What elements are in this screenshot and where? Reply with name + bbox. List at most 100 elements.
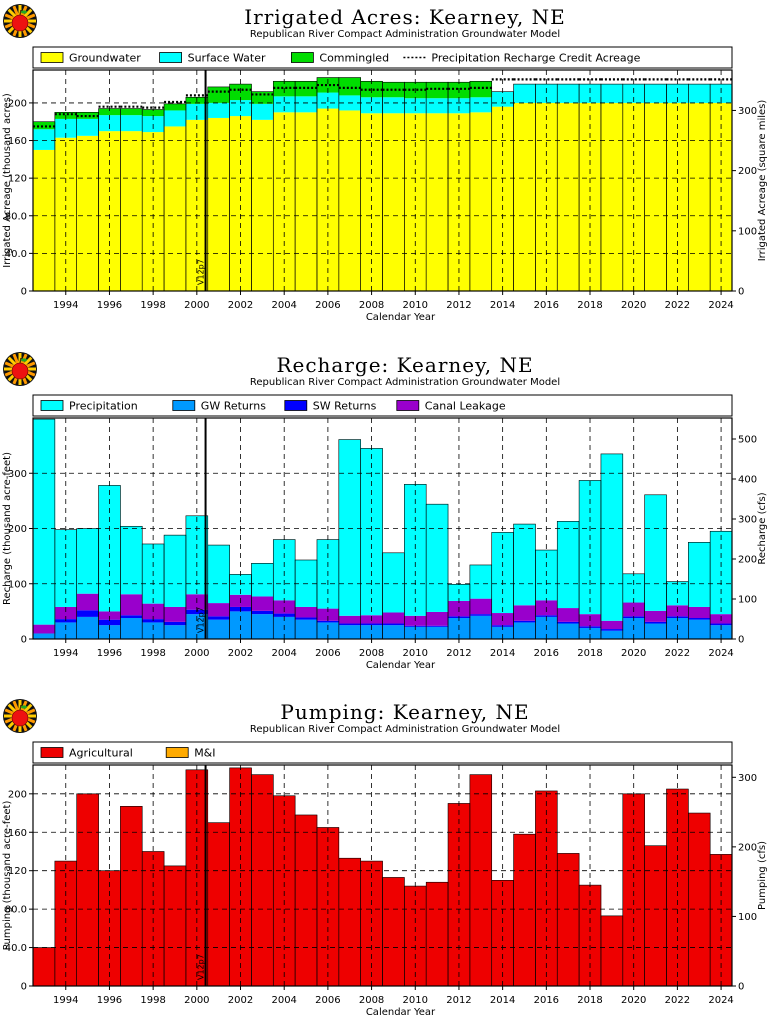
- x-axis-label: Calendar Year: [366, 660, 436, 671]
- x-tick-label: 1994: [53, 300, 78, 311]
- series-groundwater: [33, 102, 733, 292]
- legend-swatch: [172, 400, 196, 411]
- bar: [251, 563, 274, 597]
- bar: [33, 624, 56, 634]
- bar: [469, 614, 493, 616]
- bar: [710, 84, 733, 103]
- x-axis: 1994 1996 1998 2000 2002 2004 2006 2008 2010 2012…: [53, 986, 734, 1018]
- bar: [164, 625, 187, 639]
- bar: [557, 853, 580, 986]
- bar: [513, 605, 536, 621]
- x-tick-label: 2008: [359, 995, 384, 1006]
- bar: [185, 103, 209, 120]
- legend-entry: Groundwater: [69, 52, 141, 65]
- bar: [404, 484, 427, 616]
- plot-frame: [32, 764, 733, 987]
- bar: [207, 616, 230, 620]
- x-tick-label: 2006: [315, 300, 340, 311]
- bar: [120, 615, 143, 619]
- x-tick-label: 2000: [184, 300, 209, 311]
- x-tick-label: 1996: [97, 995, 122, 1006]
- x-tick-label: 2022: [665, 995, 690, 1006]
- bar: [338, 858, 361, 986]
- bar: [469, 615, 493, 639]
- y-tick-label: 100: [8, 579, 27, 590]
- bar: [469, 81, 493, 98]
- x-tick-label: 2018: [577, 300, 602, 311]
- bar: [600, 453, 624, 621]
- bar: [644, 845, 667, 986]
- bar: [54, 529, 77, 607]
- bar: [54, 622, 77, 639]
- bar: [360, 97, 383, 114]
- y2-tick-label: 100: [738, 594, 757, 605]
- legend-swatch: [40, 747, 64, 758]
- bar: [644, 610, 667, 622]
- bar: [295, 814, 318, 986]
- x-tick-label: 2008: [359, 300, 384, 311]
- x-tick-label: 2000: [184, 995, 209, 1006]
- legend-entry: GW Returns: [201, 400, 266, 413]
- bar: [142, 622, 165, 639]
- bar: [404, 626, 427, 639]
- bar: [404, 98, 427, 114]
- bar: [316, 827, 340, 986]
- bar: [251, 91, 274, 104]
- y2-axis-label: Irrigated Acreage (square miles): [757, 100, 768, 262]
- bar: [76, 610, 99, 617]
- legend-entry: Surface Water: [188, 52, 266, 65]
- y-tick-label: 0: [21, 635, 27, 646]
- bar: [688, 619, 711, 639]
- bar: [557, 102, 580, 292]
- x-tick-label: 2016: [534, 648, 559, 659]
- series-commingled: [33, 77, 493, 130]
- x-tick-label: 2010: [403, 300, 428, 311]
- y2-tick-label: 300: [738, 514, 757, 525]
- bar: [644, 621, 667, 624]
- x-tick-label: 2012: [446, 995, 471, 1006]
- bar: [273, 96, 296, 113]
- bar: [600, 102, 624, 292]
- y-tick-label: 200: [8, 524, 27, 535]
- bar: [251, 103, 274, 120]
- bar: [600, 84, 624, 103]
- bar: [579, 84, 602, 103]
- legend-entry: SW Returns: [313, 400, 377, 413]
- bar: [360, 113, 383, 291]
- bar: [513, 84, 536, 103]
- bar: [164, 126, 187, 291]
- bar: [360, 861, 383, 986]
- bar: [98, 625, 121, 639]
- bar: [164, 535, 187, 607]
- bar: [426, 882, 449, 986]
- x-tick-label: 2004: [271, 648, 296, 659]
- bar: [535, 790, 558, 986]
- bar: [469, 112, 493, 291]
- bar: [207, 86, 230, 103]
- legend-swatch: [396, 400, 420, 411]
- bar: [207, 102, 230, 118]
- y-tick-label: 80.0: [5, 905, 27, 916]
- y2-tick-label: 100: [738, 912, 757, 923]
- bar: [426, 626, 449, 639]
- legend-entry: Precipitation: [69, 400, 138, 413]
- bar: [251, 119, 274, 291]
- x-tick-label: 2024: [708, 300, 733, 311]
- bar: [513, 102, 536, 292]
- bar: [382, 552, 405, 613]
- x-tick-label: 1998: [140, 995, 165, 1006]
- x-tick-label: 2024: [708, 995, 733, 1006]
- y-tick-label: 200: [8, 98, 27, 109]
- bar: [557, 608, 580, 622]
- x-tick-label: 2014: [490, 648, 515, 659]
- bar: [76, 528, 99, 594]
- bar: [120, 108, 143, 116]
- x-tick-label: 2002: [228, 648, 253, 659]
- bar: [295, 112, 318, 291]
- bar: [557, 621, 580, 624]
- bar: [142, 132, 165, 291]
- x-tick-label: 2008: [359, 648, 384, 659]
